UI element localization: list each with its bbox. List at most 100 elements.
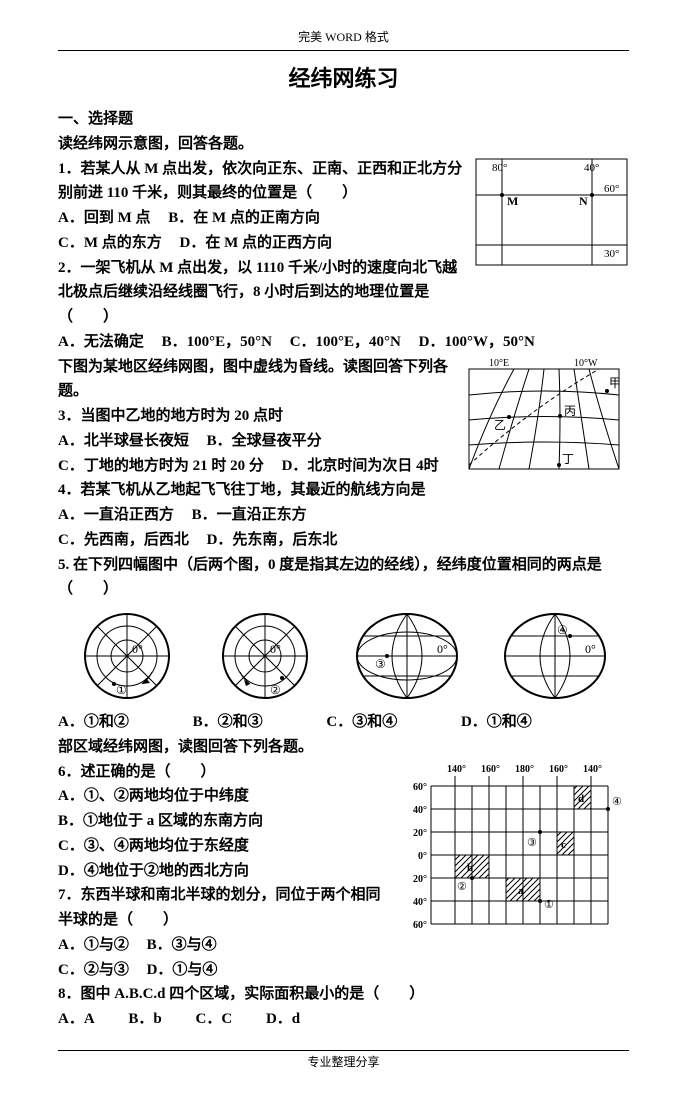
question-6: 6．述正确的是（ ）	[58, 760, 393, 785]
q5-opt-b: B．②和③	[193, 710, 263, 735]
figure-3-globes: 0° ① 0° ② ③ 0° ④ 0°	[58, 606, 629, 706]
q7-opts-1: A．①与② B．③与④	[58, 933, 393, 958]
svg-text:a: a	[518, 885, 524, 897]
q4-opts-2: C．先西南，后西北 D．先东南，后东北	[58, 528, 629, 553]
svg-text:40°: 40°	[413, 897, 427, 908]
svg-text:180°: 180°	[515, 764, 534, 775]
fig1-40: 40°	[584, 162, 599, 174]
svg-text:③: ③	[527, 837, 537, 849]
q5-opt-c: C．③和④	[326, 710, 397, 735]
q7-opt-c: C．②与③	[58, 958, 129, 983]
svg-text:①: ①	[116, 683, 127, 697]
q7-opts-2: C．②与③ D．①与④	[58, 958, 393, 983]
question-8: 8．图中 A.B.C.d 四个区域，实际面积最小的是（ ）	[58, 982, 629, 1007]
svg-text:丁: 丁	[562, 452, 574, 466]
svg-text:60°: 60°	[413, 782, 427, 793]
svg-text:160°: 160°	[549, 764, 568, 775]
svg-text:60°: 60°	[413, 920, 427, 931]
q4-opt-a: A．一直沿正西方	[58, 503, 174, 528]
fig1-60: 60°	[604, 183, 619, 195]
svg-text:乙: 乙	[494, 418, 506, 432]
intro-text: 读经纬网示意图，回答各题。	[58, 132, 629, 157]
q7-opt-a: A．①与②	[58, 933, 129, 958]
page-footer: 专业整理分享	[58, 1050, 629, 1073]
q5-options: A．①和② B．②和③ C．③和④ D．①和④	[58, 710, 629, 735]
q7-opt-d: D．①与④	[147, 958, 218, 983]
q1-opt-b: B．在 M 点的正南方向	[168, 206, 320, 231]
page-header: 完美 WORD 格式	[58, 28, 629, 51]
svg-text:④: ④	[612, 796, 622, 808]
question-3: 3．当图中乙地的地方时为 20 点时	[58, 404, 453, 429]
intro-3: 部区域经纬网图，读图回答下列各题。	[58, 735, 629, 760]
svg-text:c: c	[561, 839, 566, 851]
svg-text:①: ①	[544, 899, 554, 911]
q2-options: A．无法确定 B．100°E，50°N C．100°E，40°N D．100°W…	[58, 330, 629, 355]
q4-opt-c: C．先西南，后西北	[58, 528, 189, 553]
q6-opt-d: D．④地位于②地的西北方向	[58, 859, 393, 884]
q7-opt-b: B．③与④	[147, 933, 217, 958]
intro-2: 下图为某地区经纬网图，图中虚线为昏线。读图回答下列各题。	[58, 355, 453, 405]
page-title: 经纬网练习	[58, 61, 629, 97]
q8-opt-b: B．b	[128, 1007, 161, 1032]
fig1-80: 80°	[492, 162, 507, 174]
svg-text:160°: 160°	[481, 764, 500, 775]
svg-text:0°: 0°	[270, 642, 281, 656]
svg-text:b: b	[467, 862, 473, 874]
q1-options: A．回到 M 点 B．在 M 点的正南方向	[58, 206, 468, 231]
q5-opt-d: D．①和④	[461, 710, 532, 735]
svg-text:40°: 40°	[413, 805, 427, 816]
figure-2: 10°E 10°W 乙 丙 甲 丁	[459, 355, 629, 475]
q3-opt-b: B．全球昼夜平分	[207, 429, 322, 454]
q8-options: A．A B．b C．C D．d	[58, 1007, 629, 1032]
q6-opt-a: A．①、②两地均位于中纬度	[58, 784, 393, 809]
svg-text:0°: 0°	[437, 642, 448, 656]
q1-opt-d: D．在 M 点的正西方向	[180, 231, 333, 256]
q3-opt-c: C．丁地的地方时为 21 时 20 分	[58, 454, 264, 479]
svg-text:0°: 0°	[585, 642, 596, 656]
question-4: 4．若某飞机从乙地起飞飞往丁地，其最近的航线方向是	[58, 478, 629, 503]
q8-opt-c: C．C	[196, 1007, 233, 1032]
section-heading: 一、选择题	[58, 107, 629, 132]
svg-text:20°: 20°	[413, 828, 427, 839]
svg-text:②: ②	[457, 881, 467, 893]
q4-opt-b: B．一直沿正东方	[192, 503, 307, 528]
svg-text:丙: 丙	[564, 404, 576, 418]
q2-opt-b: B．100°E，50°N	[162, 330, 272, 355]
q8-opt-d: D．d	[266, 1007, 300, 1032]
q1-opt-a: A．回到 M 点	[58, 206, 151, 231]
q2-opt-d: D．100°W，50°N	[419, 330, 535, 355]
question-1: 1．若某人从 M 点出发，依次向正东、正南、正西和正北方分别前进 110 千米，…	[58, 157, 468, 207]
question-7: 7．东西半球和南北半球的划分，同位于两个相同半球的是（ ）	[58, 883, 393, 933]
svg-text:0°: 0°	[132, 642, 143, 656]
svg-text:20°: 20°	[413, 874, 427, 885]
q4-opt-d: D．先东南，后东北	[207, 528, 338, 553]
q6-opt-c: C．③、④两地均位于东经度	[58, 834, 393, 859]
q1-opt-c: C．M 点的东方	[58, 231, 162, 256]
svg-text:10°W: 10°W	[574, 358, 598, 369]
q2-opt-c: C．100°E，40°N	[290, 330, 401, 355]
q3-opt-a: A．北半球昼长夜短	[58, 429, 189, 454]
q8-opt-a: A．A	[58, 1007, 95, 1032]
q3-opts-2: C．丁地的地方时为 21 时 20 分 D．北京时间为次日 4时	[58, 454, 453, 479]
figure-4-grid: 140° 160° 180° 160° 140° 60° 40° 20° 0° …	[399, 760, 629, 945]
q2-opt-a: A．无法确定	[58, 330, 144, 355]
q6-opt-b: B．①地位于 a 区域的东南方向	[58, 809, 393, 834]
q1-options-2: C．M 点的东方 D．在 M 点的正西方向	[58, 231, 468, 256]
svg-text:②: ②	[270, 683, 281, 697]
svg-text:④: ④	[557, 623, 568, 637]
q4-opts-1: A．一直沿正西方 B．一直沿正东方	[58, 503, 629, 528]
question-5: 5. 在下列四幅图中（后两个图，0 度是指其左边的经线），经纬度位置相同的两点是…	[58, 553, 629, 603]
q5-opt-a: A．①和②	[58, 710, 129, 735]
svg-text:0°: 0°	[418, 851, 427, 862]
q3-opts-1: A．北半球昼长夜短 B．全球昼夜平分	[58, 429, 453, 454]
figure-1: 80° 40° 60° 30° M N	[474, 157, 629, 267]
svg-text:140°: 140°	[583, 764, 602, 775]
q3-opt-d: D．北京时间为次日 4时	[282, 454, 439, 479]
svg-text:③: ③	[375, 657, 386, 671]
svg-text:甲: 甲	[609, 376, 621, 390]
svg-text:d: d	[578, 793, 584, 805]
fig1-30: 30°	[604, 248, 619, 260]
question-2: 2．一架飞机从 M 点出发，以 1110 千米/小时的速度向北飞越北极点后继续沿…	[58, 256, 468, 330]
fig1-N: N	[579, 194, 588, 208]
svg-text:140°: 140°	[447, 764, 466, 775]
